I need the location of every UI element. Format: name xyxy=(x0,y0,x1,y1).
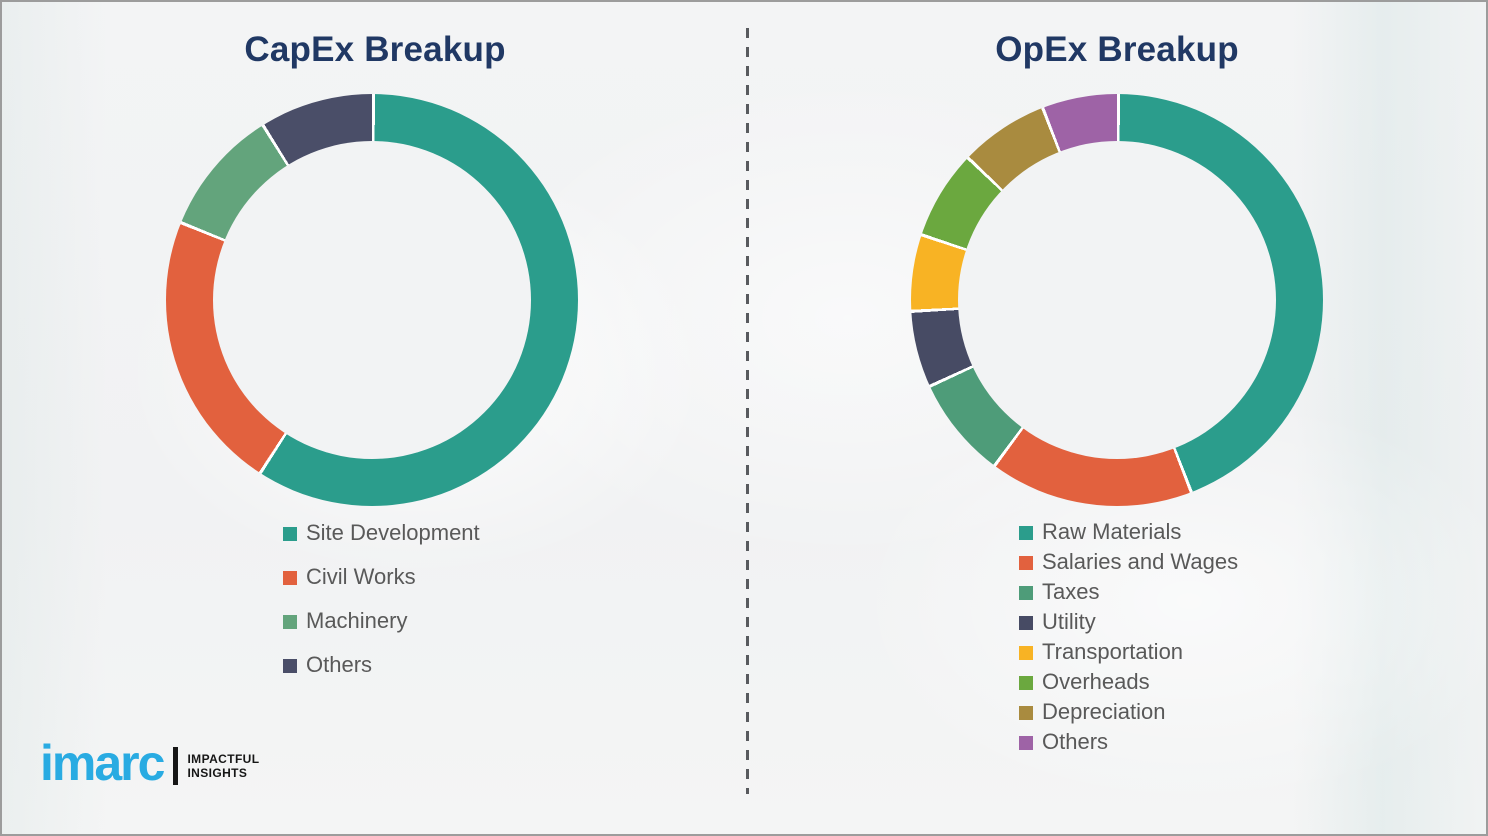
legend-label: Depreciation xyxy=(1042,699,1166,724)
imarc-logo: imarc IMPACTFUL INSIGHTS xyxy=(40,738,259,788)
legend-item-taxes: Taxes xyxy=(1019,579,1238,605)
legend-swatch xyxy=(283,658,297,673)
legend-label: Overheads xyxy=(1042,669,1150,694)
legend-swatch xyxy=(1019,615,1033,630)
logo-tagline: IMPACTFUL INSIGHTS xyxy=(187,752,259,781)
legend-swatch xyxy=(1019,555,1033,570)
vertical-dashed-divider xyxy=(746,28,749,794)
legend-label: Others xyxy=(306,652,373,677)
opex-legend: Raw Materials Salaries and Wages Taxes U… xyxy=(1019,519,1238,759)
legend-item-others-capex: Others xyxy=(283,650,480,680)
opex-donut-chart xyxy=(911,94,1323,506)
legend-swatch xyxy=(283,526,297,541)
capex-chart-title: CapEx Breakup xyxy=(244,30,506,69)
legend-label: Raw Materials xyxy=(1042,519,1182,544)
capex-legend: Site Development Civil Works Machinery O… xyxy=(283,518,480,694)
legend-swatch xyxy=(283,614,297,629)
legend-item-machinery: Machinery xyxy=(283,606,480,636)
legend-item-utility: Utility xyxy=(1019,609,1238,635)
legend-swatch xyxy=(283,570,297,585)
legend-swatch xyxy=(1019,735,1033,750)
legend-label: Utility xyxy=(1042,609,1096,634)
legend-item-transportation: Transportation xyxy=(1019,639,1238,665)
imarc-logo-wordmark: imarc xyxy=(40,735,165,791)
legend-label: Machinery xyxy=(306,608,408,633)
legend-swatch xyxy=(1019,705,1033,720)
opex-donut-hole xyxy=(958,141,1276,459)
legend-item-others-opex: Others xyxy=(1019,729,1238,755)
legend-item-civil-works: Civil Works xyxy=(283,562,480,592)
legend-label: Others xyxy=(1042,729,1109,754)
capex-donut-chart xyxy=(166,94,578,506)
capex-donut-hole xyxy=(213,141,531,459)
opex-chart-title: OpEx Breakup xyxy=(995,30,1239,69)
legend-swatch xyxy=(1019,675,1033,690)
legend-swatch xyxy=(1019,585,1033,600)
logo-tagline-line1: IMPACTFUL xyxy=(187,751,260,766)
legend-label: Site Development xyxy=(306,520,480,545)
legend-label: Transportation xyxy=(1042,639,1184,664)
legend-label: Salaries and Wages xyxy=(1042,549,1239,574)
legend-label: Civil Works xyxy=(306,564,416,589)
legend-swatch xyxy=(1019,645,1033,660)
legend-item-raw-materials: Raw Materials xyxy=(1019,519,1238,545)
logo-tagline-line2: INSIGHTS xyxy=(187,766,248,780)
legend-label: Taxes xyxy=(1042,579,1100,604)
legend-item-depreciation: Depreciation xyxy=(1019,699,1238,725)
legend-item-salaries-and-wages: Salaries and Wages xyxy=(1019,549,1238,575)
logo-divider-bar xyxy=(173,747,179,785)
legend-item-overheads: Overheads xyxy=(1019,669,1238,695)
legend-item-site-development: Site Development xyxy=(283,518,480,548)
legend-swatch xyxy=(1019,525,1033,540)
